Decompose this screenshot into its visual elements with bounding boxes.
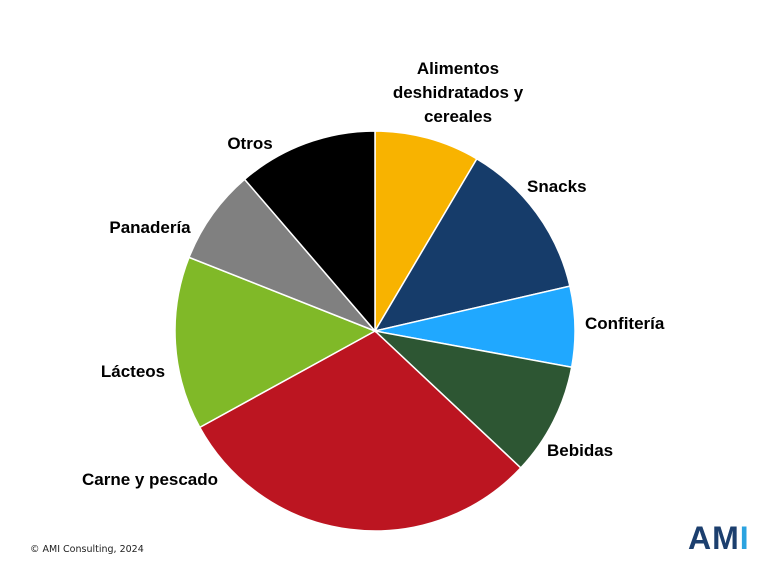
- pie-slice: [174, 256, 377, 429]
- pie-slice-label-line: Otros: [227, 134, 272, 153]
- logo-main: AM: [688, 520, 740, 556]
- pie-slice-label: Snacks: [527, 177, 587, 196]
- copyright-text: © AMI Consulting, 2024: [30, 544, 144, 555]
- pie-slice: [243, 130, 376, 334]
- pie-slice-label-line: Alimentos: [417, 59, 499, 78]
- pie-slice-label: Lácteos: [101, 362, 165, 381]
- pie-slice-label-line: Bebidas: [547, 441, 613, 460]
- pie-slice-label-line: Carne y pescado: [82, 470, 218, 489]
- pie-slice-label-line: Panadería: [109, 218, 191, 237]
- pie-slice-label-line: deshidratados y: [393, 83, 524, 102]
- pie-slice-label-line: Lácteos: [101, 362, 165, 381]
- pie-slice: [374, 130, 478, 334]
- pie-slice-label: Alimentos deshidratados y cereales: [393, 59, 524, 126]
- pie-slice: [372, 329, 573, 469]
- pie-slice-label-line: Confitería: [585, 314, 665, 333]
- pie-slice: [373, 157, 571, 333]
- pie-slice-label: Panadería: [109, 218, 191, 237]
- pie-slice-label-line: Snacks: [527, 177, 587, 196]
- pie-slice-label: Bebidas: [547, 441, 613, 460]
- pie-slice-label: Confitería: [585, 314, 665, 333]
- pie-slice-label: Carne y pescado: [82, 470, 218, 489]
- pie-slices: [174, 130, 576, 532]
- pie-slice: [188, 178, 376, 332]
- ami-logo: AMI: [688, 520, 750, 557]
- pie-labels: Alimentos deshidratados y cereales Snacks Co…: [82, 59, 665, 489]
- pie-slice-label-line: cereales: [424, 107, 492, 126]
- pie-slice: [198, 330, 522, 532]
- logo-accent: I: [739, 520, 750, 556]
- pie-slice-label: Otros: [227, 134, 272, 153]
